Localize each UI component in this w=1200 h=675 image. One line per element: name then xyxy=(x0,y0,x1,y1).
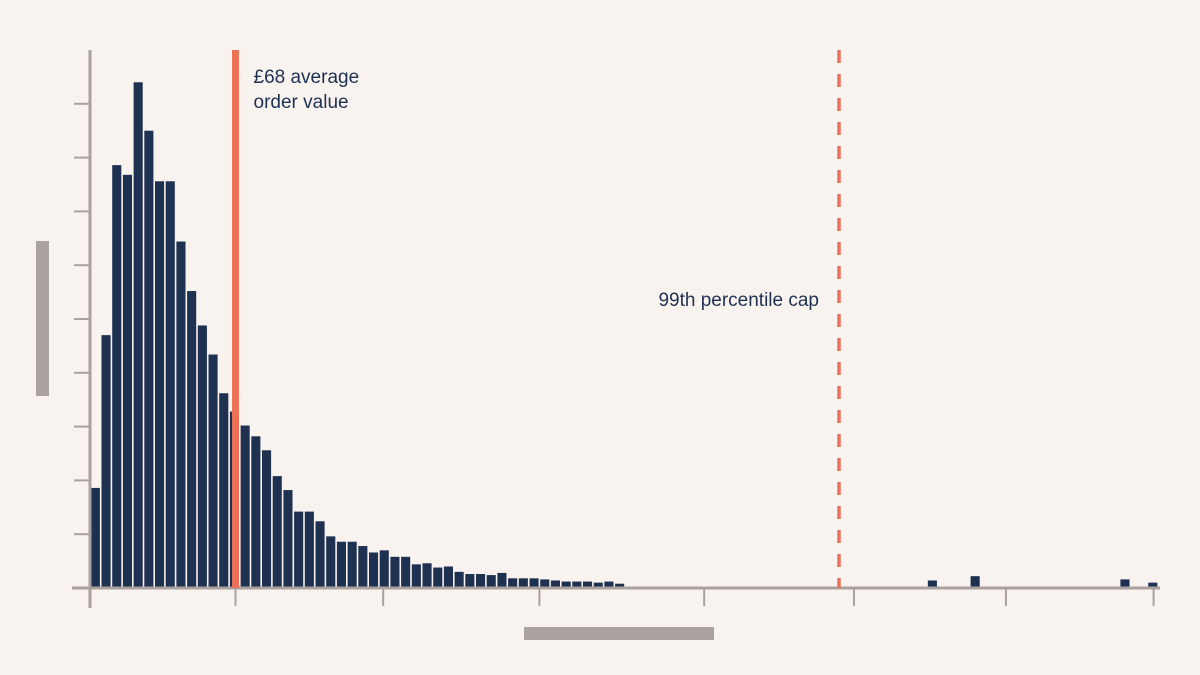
histogram-bar xyxy=(155,181,165,588)
histogram-bar xyxy=(347,541,357,588)
histogram-bar xyxy=(443,566,453,588)
histogram-bar xyxy=(122,174,132,589)
histogram-bar xyxy=(283,490,293,588)
histogram-bar xyxy=(518,578,528,588)
histogram-bar xyxy=(208,354,218,588)
histogram-bar xyxy=(583,581,593,588)
histogram-bar xyxy=(112,165,122,588)
histogram-bar xyxy=(133,82,143,588)
histogram-bar xyxy=(454,571,464,588)
histogram-bar xyxy=(486,575,496,588)
average-order-value-label: £68 average order value xyxy=(254,67,360,113)
histogram-bar xyxy=(315,521,325,588)
histogram-bar xyxy=(294,511,304,588)
y-axis-label-placeholder xyxy=(36,241,49,396)
histogram-bar xyxy=(593,582,603,588)
histogram-bar xyxy=(369,552,379,588)
histogram-bar xyxy=(379,550,389,588)
outlier-bar xyxy=(1120,579,1130,588)
histogram-bar xyxy=(497,572,507,588)
histogram-bar xyxy=(390,556,400,588)
histogram-bar xyxy=(572,581,582,588)
histogram-bar xyxy=(262,450,272,588)
histogram-bar xyxy=(529,578,539,588)
histogram-bar xyxy=(615,583,625,588)
histogram-bar xyxy=(251,436,261,588)
histogram-bar xyxy=(272,476,282,588)
histogram-bar xyxy=(422,563,432,588)
reference-lines: £68 average order value 99th percentile ca… xyxy=(232,50,841,588)
axes xyxy=(72,50,1160,608)
histogram-bar xyxy=(508,578,518,588)
histogram-bar xyxy=(465,574,475,588)
histogram-bar xyxy=(433,567,443,588)
x-axis-label-placeholder xyxy=(524,627,714,640)
histogram-bars xyxy=(90,82,625,589)
histogram-bar xyxy=(176,241,186,588)
histogram-bar xyxy=(240,425,250,588)
histogram-bar xyxy=(219,393,229,588)
outlier-bar xyxy=(1148,582,1158,588)
histogram-bar xyxy=(550,580,560,588)
histogram-bar xyxy=(197,325,207,588)
histogram-bar xyxy=(476,574,486,588)
outlier-bars xyxy=(927,576,1158,588)
histogram-bar xyxy=(304,511,314,588)
percentile-cap-label: 99th percentile cap xyxy=(658,290,819,311)
histogram-bar xyxy=(540,579,550,588)
histogram-bar xyxy=(90,487,100,588)
histogram-bar xyxy=(561,581,571,588)
histogram-bar xyxy=(326,536,336,588)
label-line: order value xyxy=(254,92,349,113)
label-line: 99th percentile cap xyxy=(658,290,819,311)
histogram-bar xyxy=(187,291,197,588)
histogram-bar xyxy=(144,130,154,588)
histogram-bar xyxy=(604,581,614,588)
histogram-bar xyxy=(401,556,411,588)
outlier-bar xyxy=(927,580,937,588)
histogram-bar xyxy=(411,564,421,588)
label-line: £68 average xyxy=(254,67,360,88)
histogram-bar xyxy=(101,335,111,588)
outlier-bar xyxy=(970,576,980,588)
histogram-bar xyxy=(358,546,368,588)
histogram-bar xyxy=(165,181,175,588)
histogram-bar xyxy=(336,541,346,588)
